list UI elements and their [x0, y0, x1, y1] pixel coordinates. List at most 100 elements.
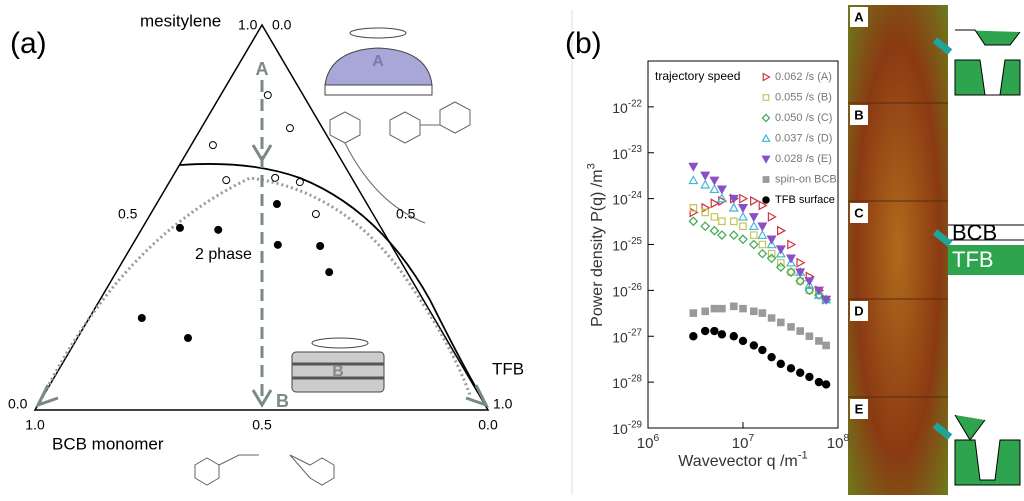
marker: [689, 332, 698, 341]
marker: [718, 304, 726, 313]
ternary-point: [316, 241, 325, 250]
marker: [717, 230, 727, 240]
marker: [709, 225, 720, 236]
label: 0.5: [252, 417, 272, 433]
label-exp: 3: [586, 163, 598, 169]
label-base: 10: [732, 435, 749, 452]
marker: [688, 162, 699, 172]
marker: [729, 302, 738, 311]
ternary-point: [285, 124, 294, 133]
ternary-point: [295, 178, 304, 187]
marker: [795, 276, 806, 286]
marker: [821, 295, 832, 305]
marker: [750, 231, 758, 239]
label-exp: 8: [843, 432, 849, 444]
droplet-a: [324, 47, 433, 86]
marker: [775, 245, 786, 255]
ternary-point: [272, 200, 281, 209]
marker: [795, 268, 806, 278]
label: (b): [565, 27, 602, 60]
marker: [796, 327, 804, 335]
tick-label: 10-29: [612, 419, 642, 437]
label: 0.055 /s (B): [775, 91, 832, 103]
label: A: [256, 59, 269, 79]
spin-icon: [349, 27, 407, 39]
marker: [700, 171, 711, 181]
label-exp: -22: [628, 98, 642, 109]
marker: [700, 179, 711, 189]
marker: [796, 257, 806, 268]
marker: [748, 239, 759, 250]
tick-label: 10-22: [612, 98, 642, 116]
label-exp: -23: [628, 144, 643, 155]
marker: [814, 290, 824, 300]
arrows: [932, 37, 953, 440]
marker: [821, 380, 831, 389]
marker: [718, 217, 726, 226]
marker: [795, 368, 805, 377]
marker: [758, 345, 767, 355]
label: A: [854, 9, 864, 24]
label: mesitylene: [140, 11, 221, 30]
marker: [805, 332, 814, 341]
marker: [766, 235, 777, 245]
label: BCB monomer: [52, 434, 164, 453]
profile-a: [954, 29, 1021, 96]
label: 0.5: [118, 206, 138, 222]
label-base: 10: [612, 329, 628, 345]
marker: [813, 289, 824, 299]
marker: [700, 326, 710, 336]
label: 0.062 /s (A): [775, 71, 832, 83]
ternary-frame: [33, 23, 490, 411]
marker: [710, 326, 719, 336]
label-base: Wavevector q /m: [678, 453, 797, 470]
label-base: 10: [637, 435, 654, 452]
marker: [748, 213, 759, 223]
marker: [787, 323, 795, 331]
marker: [738, 336, 748, 346]
marker: [814, 377, 824, 387]
label: 0.0: [272, 17, 292, 33]
label: 2 phase: [195, 246, 252, 263]
film-layers: [292, 362, 384, 380]
marker: [710, 198, 720, 209]
marker: [767, 352, 776, 362]
marker: [758, 309, 767, 317]
tick-label: 10-26: [612, 281, 642, 299]
marker: [777, 318, 785, 327]
panel-tag: [850, 203, 868, 223]
marker: [761, 133, 771, 142]
label-base: 10: [612, 421, 628, 437]
marker: [728, 194, 739, 204]
marker: [700, 221, 711, 232]
tfb-layer: [948, 245, 1024, 275]
spin-icon: [311, 337, 369, 349]
ternary-point: [175, 223, 184, 232]
marker: [688, 216, 699, 227]
ternary-point: [214, 225, 223, 234]
marker: [739, 304, 747, 313]
marker: [750, 195, 760, 206]
marker: [748, 221, 759, 231]
molecule-bcb: [194, 454, 335, 486]
marker: [728, 202, 739, 212]
arrow-heads: [251, 144, 273, 408]
marker: [787, 239, 797, 250]
marker: [737, 204, 749, 214]
marker: [815, 337, 823, 345]
marker: [776, 359, 786, 369]
label: 0.0: [478, 417, 498, 433]
marker: [822, 341, 830, 350]
label-exp: 6: [653, 432, 659, 444]
film-b: [291, 351, 385, 393]
marker: [758, 200, 768, 211]
marker: [758, 240, 767, 249]
marker: [709, 176, 720, 186]
marker: [804, 279, 815, 289]
label-base: 10: [612, 283, 628, 299]
marker: [761, 155, 771, 164]
marker: [786, 267, 796, 277]
label-exp: -28: [628, 373, 643, 384]
marker: [762, 176, 770, 183]
